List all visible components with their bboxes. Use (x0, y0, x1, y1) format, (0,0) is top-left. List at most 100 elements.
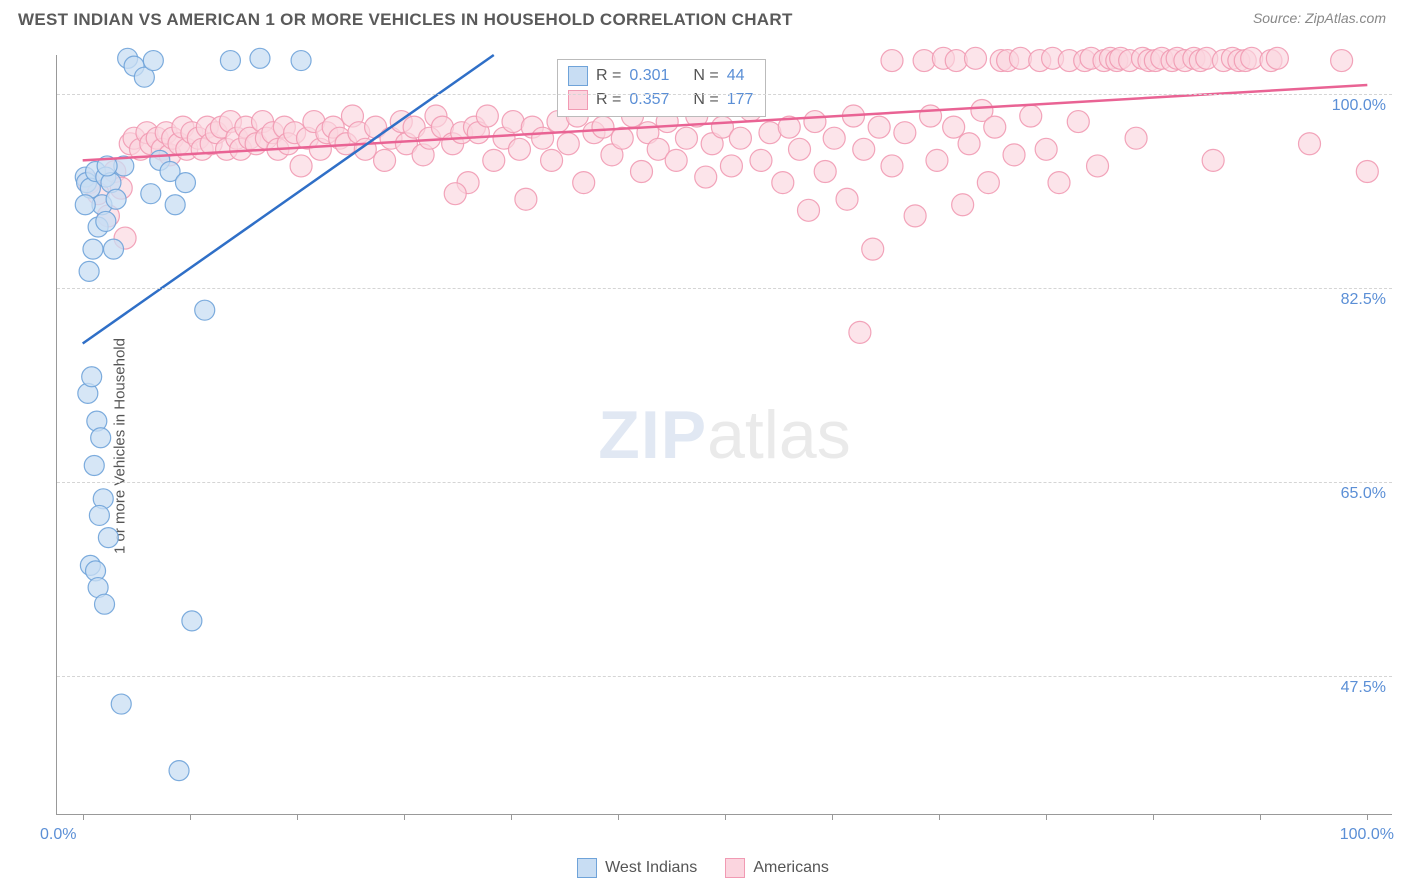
x-tick (725, 814, 726, 820)
plot-area: ZIPatlas R =0.301N =44R =0.357N =177 100… (56, 55, 1392, 815)
point-pink (965, 47, 987, 69)
correlation-legend: R =0.301N =44R =0.357N =177 (557, 59, 766, 117)
chart-title: WEST INDIAN VS AMERICAN 1 OR MORE VEHICL… (18, 10, 793, 30)
series-legend: West Indians Americans (0, 858, 1406, 878)
point-pink (868, 116, 890, 138)
point-pink (515, 188, 537, 210)
point-blue (104, 239, 124, 259)
legend-r-value: 0.301 (629, 67, 669, 85)
point-blue (96, 211, 116, 231)
legend-r-label: R = (596, 67, 621, 85)
legend-n-label: N = (693, 67, 718, 85)
x-label-max: 100.0% (1340, 826, 1394, 844)
point-blue (291, 51, 311, 71)
x-tick (618, 814, 619, 820)
x-tick (939, 814, 940, 820)
point-pink (798, 199, 820, 221)
x-tick (83, 814, 84, 820)
x-tick (190, 814, 191, 820)
point-pink (611, 127, 633, 149)
point-pink (836, 188, 858, 210)
point-pink (374, 149, 396, 171)
point-pink (1067, 111, 1089, 133)
point-pink (1331, 50, 1353, 72)
x-tick (1153, 814, 1154, 820)
point-pink (904, 205, 926, 227)
point-pink (1241, 47, 1263, 69)
point-pink (977, 172, 999, 194)
point-blue (175, 173, 195, 193)
point-pink (1035, 138, 1057, 160)
point-pink (881, 155, 903, 177)
point-pink (1009, 47, 1031, 69)
point-pink (772, 172, 794, 194)
point-blue (82, 367, 102, 387)
point-pink (853, 138, 875, 160)
point-pink (943, 116, 965, 138)
point-blue (89, 505, 109, 525)
point-pink (1299, 133, 1321, 155)
legend-swatch (577, 858, 597, 878)
point-blue (75, 195, 95, 215)
point-blue (169, 761, 189, 781)
legend-label: West Indians (605, 859, 697, 877)
source-label: Source: ZipAtlas.com (1253, 10, 1386, 26)
x-label-min: 0.0% (40, 826, 76, 844)
point-pink (750, 149, 772, 171)
point-pink (1048, 172, 1070, 194)
point-pink (849, 321, 871, 343)
x-tick (832, 814, 833, 820)
point-pink (881, 50, 903, 72)
point-pink (945, 50, 967, 72)
point-pink (541, 149, 563, 171)
x-tick (1260, 814, 1261, 820)
point-blue (141, 184, 161, 204)
point-pink (913, 50, 935, 72)
point-pink (573, 172, 595, 194)
point-pink (804, 111, 826, 133)
point-pink (1087, 155, 1109, 177)
point-pink (1356, 160, 1378, 182)
point-blue (182, 611, 202, 631)
point-pink (759, 122, 781, 144)
y-tick-label: 100.0% (1332, 97, 1386, 115)
point-pink (290, 155, 312, 177)
point-pink (532, 127, 554, 149)
x-tick (1367, 814, 1368, 820)
point-blue (79, 261, 99, 281)
y-tick-label: 82.5% (1341, 291, 1386, 309)
point-pink (789, 138, 811, 160)
point-pink (720, 155, 742, 177)
x-tick (297, 814, 298, 820)
gridline (57, 676, 1392, 677)
x-tick (1046, 814, 1047, 820)
point-pink (814, 160, 836, 182)
x-tick (404, 814, 405, 820)
legend-row: R =0.357N =177 (568, 88, 753, 112)
point-pink (1266, 47, 1288, 69)
legend-label: Americans (753, 859, 829, 877)
point-pink (631, 160, 653, 182)
point-pink (920, 105, 942, 127)
y-tick-label: 47.5% (1341, 679, 1386, 697)
point-pink (444, 183, 466, 205)
point-pink (1125, 127, 1147, 149)
point-pink (984, 116, 1006, 138)
point-pink (862, 238, 884, 260)
point-pink (476, 105, 498, 127)
header: WEST INDIAN VS AMERICAN 1 OR MORE VEHICL… (0, 0, 1406, 38)
point-pink (665, 149, 687, 171)
x-tick (511, 814, 512, 820)
point-blue (165, 195, 185, 215)
y-tick-label: 65.0% (1341, 485, 1386, 503)
point-blue (106, 189, 126, 209)
point-blue (98, 528, 118, 548)
point-pink (592, 116, 614, 138)
point-blue (250, 48, 270, 68)
legend-row: R =0.301N =44 (568, 64, 753, 88)
gridline (57, 288, 1392, 289)
point-blue (91, 428, 111, 448)
gridline (57, 482, 1392, 483)
point-blue (83, 239, 103, 259)
point-pink (508, 138, 530, 160)
